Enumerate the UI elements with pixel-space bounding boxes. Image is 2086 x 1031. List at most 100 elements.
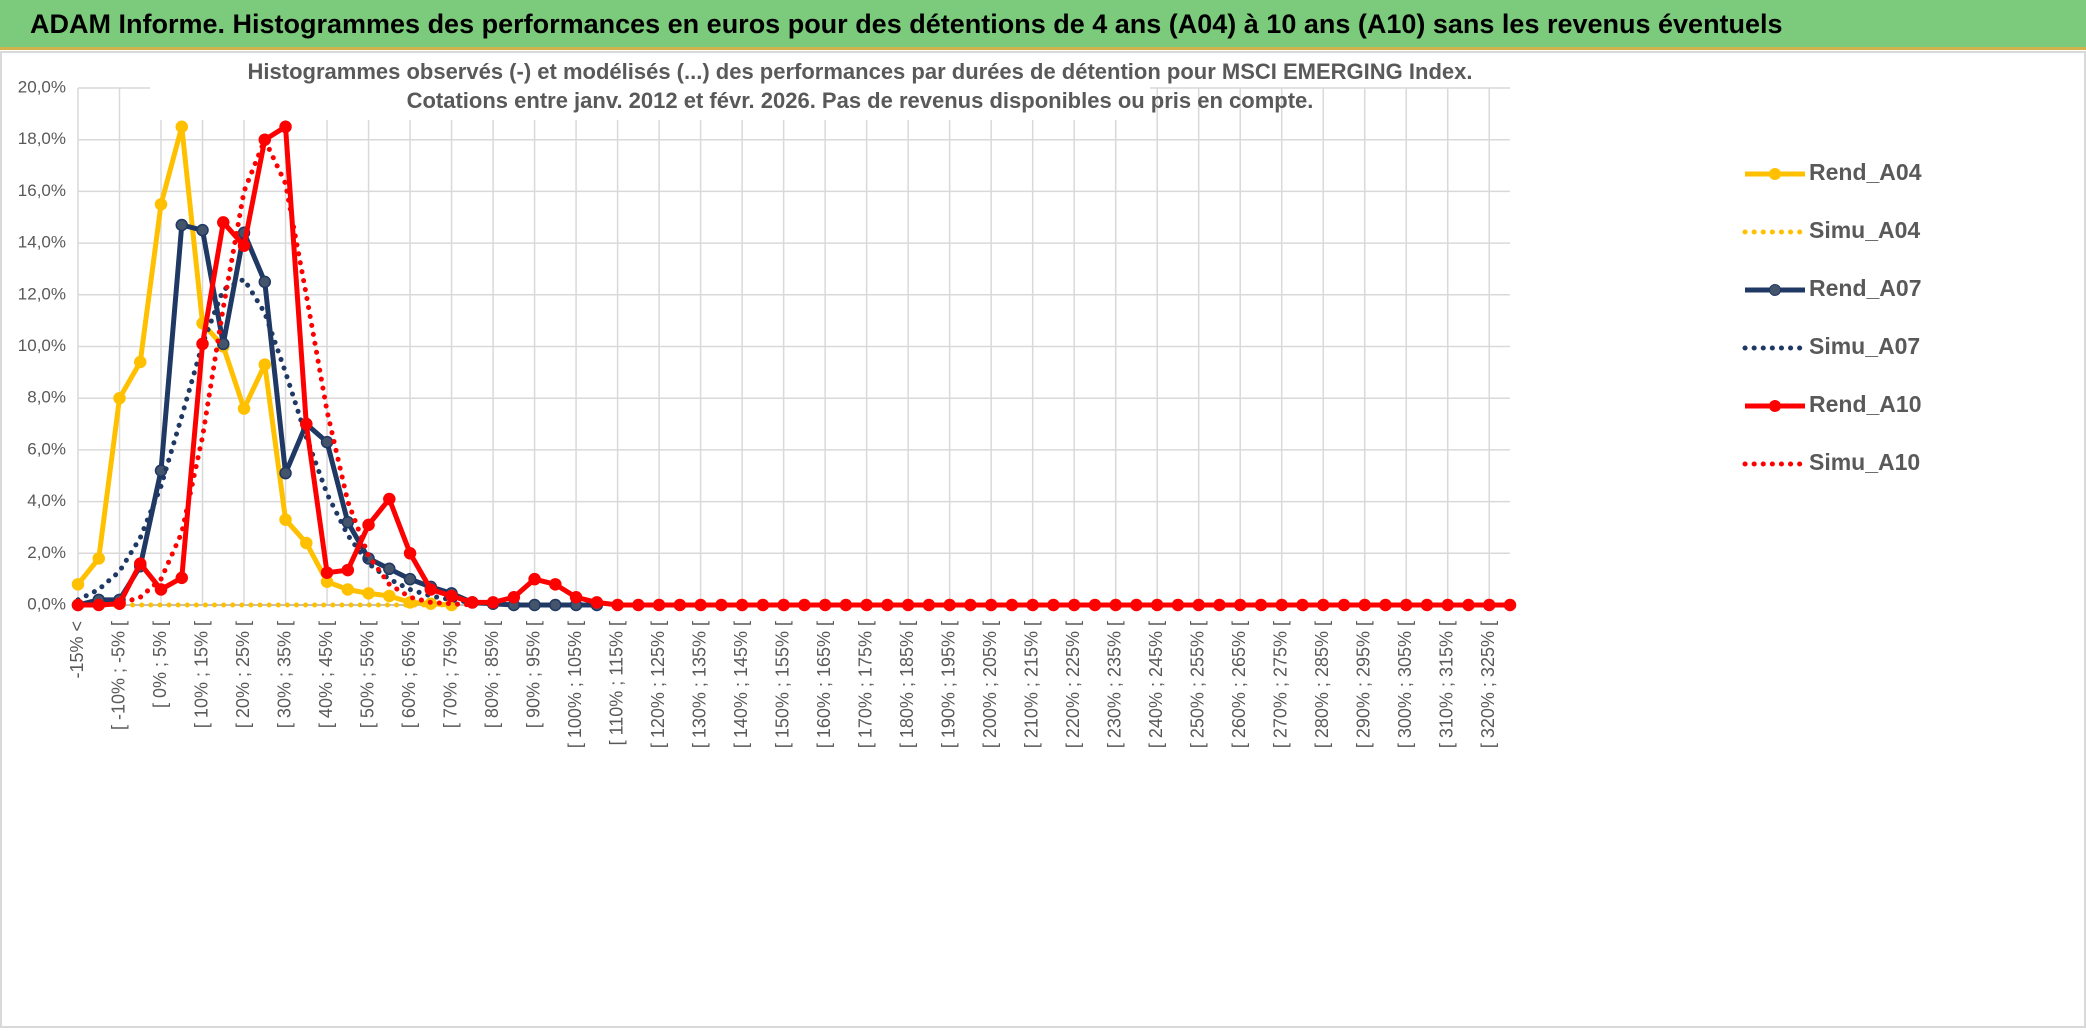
data-point bbox=[279, 120, 292, 134]
data-point bbox=[92, 552, 106, 565]
data-point bbox=[1213, 598, 1226, 612]
legend-marker bbox=[1769, 168, 1781, 180]
x-tick-label: [ 50% ; 55% [ bbox=[357, 621, 377, 728]
title-box bbox=[150, 58, 1150, 120]
data-point bbox=[258, 358, 272, 371]
data-point bbox=[362, 518, 375, 532]
data-point bbox=[341, 583, 355, 596]
data-point bbox=[735, 598, 749, 612]
x-tick-label: [ 190% ; 195% [ bbox=[938, 621, 958, 748]
x-tick-label: [ 0% ; 5% [ bbox=[150, 621, 170, 708]
y-tick-label: 8,0% bbox=[27, 388, 66, 407]
y-tick-label: 4,0% bbox=[27, 491, 66, 510]
data-point bbox=[549, 578, 562, 591]
data-point bbox=[445, 589, 458, 603]
data-point bbox=[839, 598, 853, 612]
data-point bbox=[1171, 598, 1185, 612]
data-point bbox=[1379, 598, 1392, 612]
x-tick-label: [ 80% ; 85% [ bbox=[482, 621, 502, 728]
x-tick-label: [ 280% ; 285% [ bbox=[1312, 621, 1332, 748]
data-point bbox=[196, 223, 209, 237]
series-line bbox=[75, 133, 475, 608]
data-point bbox=[175, 120, 189, 134]
x-tick-label: [ 60% ; 65% [ bbox=[399, 621, 419, 728]
series-line bbox=[78, 124, 1510, 608]
data-point bbox=[1420, 598, 1434, 612]
chart-title: Cotations entre janv. 2012 et févr. 2026… bbox=[407, 88, 1314, 113]
series-line bbox=[75, 276, 496, 607]
data-point bbox=[569, 590, 583, 604]
x-tick-label: [ 210% ; 215% [ bbox=[1021, 621, 1041, 748]
data-point bbox=[1130, 598, 1143, 612]
data-point bbox=[984, 598, 998, 612]
data-point bbox=[1503, 598, 1517, 612]
data-point bbox=[300, 417, 313, 431]
data-point bbox=[383, 589, 396, 603]
x-tick-label: [ 310% ; 315% [ bbox=[1436, 621, 1456, 748]
y-tick-label: 2,0% bbox=[27, 543, 66, 562]
data-point bbox=[673, 598, 687, 612]
data-point bbox=[943, 598, 956, 612]
data-point bbox=[320, 566, 334, 579]
legend-label: Simu_A07 bbox=[1809, 333, 1920, 359]
data-point bbox=[528, 598, 541, 612]
data-point bbox=[611, 598, 624, 612]
x-tick-label: [ 290% ; 295% [ bbox=[1353, 621, 1373, 748]
legend-label: Rend_A07 bbox=[1809, 275, 1921, 301]
data-point bbox=[590, 596, 604, 609]
data-point bbox=[777, 598, 790, 612]
x-tick-label: [ 230% ; 235% [ bbox=[1104, 621, 1124, 748]
data-point bbox=[217, 216, 230, 229]
y-tick-label: 10,0% bbox=[18, 336, 66, 355]
y-tick-label: 18,0% bbox=[18, 129, 66, 148]
data-point bbox=[1254, 598, 1268, 612]
data-point bbox=[341, 563, 355, 577]
data-point bbox=[196, 337, 209, 351]
data-point bbox=[486, 596, 500, 609]
data-point bbox=[383, 562, 396, 576]
x-tick-label: [ 160% ; 165% [ bbox=[814, 621, 834, 748]
data-point bbox=[694, 598, 707, 612]
x-tick-label: [ 30% ; 35% [ bbox=[274, 621, 294, 728]
data-point bbox=[632, 598, 645, 612]
y-tick-label: 0,0% bbox=[27, 594, 66, 613]
data-point bbox=[549, 598, 562, 612]
data-point bbox=[154, 583, 168, 596]
legend-label: Simu_A04 bbox=[1809, 217, 1920, 243]
x-tick-label: [ 110% ; 115% [ bbox=[606, 621, 626, 745]
x-tick-label: [ 140% ; 145% [ bbox=[731, 621, 751, 748]
data-point bbox=[1482, 598, 1496, 612]
data-point bbox=[175, 218, 189, 232]
data-point bbox=[362, 587, 375, 600]
data-point bbox=[798, 598, 811, 612]
data-point bbox=[300, 536, 313, 550]
x-tick-label: -15% < bbox=[67, 621, 87, 679]
legend-label: Rend_A10 bbox=[1809, 391, 1921, 417]
data-point bbox=[881, 598, 894, 612]
y-tick-label: 14,0% bbox=[18, 233, 66, 252]
legend-label: Rend_A04 bbox=[1809, 159, 1922, 185]
x-tick-label: [ 130% ; 135% [ bbox=[689, 621, 709, 748]
data-point bbox=[818, 598, 832, 612]
data-point bbox=[652, 598, 666, 612]
x-tick-label: [ 90% ; 95% [ bbox=[523, 621, 543, 728]
data-point bbox=[320, 435, 334, 449]
y-tick-label: 6,0% bbox=[27, 439, 66, 458]
data-point bbox=[383, 492, 396, 506]
data-point bbox=[258, 275, 272, 289]
x-tick-label: [ 170% ; 175% [ bbox=[855, 621, 875, 748]
data-point bbox=[1233, 598, 1247, 612]
x-tick-label: [ 220% ; 225% [ bbox=[1063, 621, 1083, 748]
data-point bbox=[1005, 598, 1019, 612]
x-tick-label: [ 270% ; 275% [ bbox=[1270, 621, 1290, 748]
data-point bbox=[175, 571, 189, 585]
y-tick-label: 20,0% bbox=[18, 77, 66, 96]
x-tick-label: [ 10% ; 15% [ bbox=[191, 621, 211, 728]
x-tick-label: [ 180% ; 185% [ bbox=[897, 621, 917, 748]
header-bar: ADAM Informe. Histogrammes des performan… bbox=[0, 0, 2086, 50]
data-point bbox=[134, 355, 147, 369]
data-point bbox=[237, 402, 251, 415]
data-point bbox=[715, 598, 728, 612]
data-point bbox=[1296, 598, 1309, 612]
